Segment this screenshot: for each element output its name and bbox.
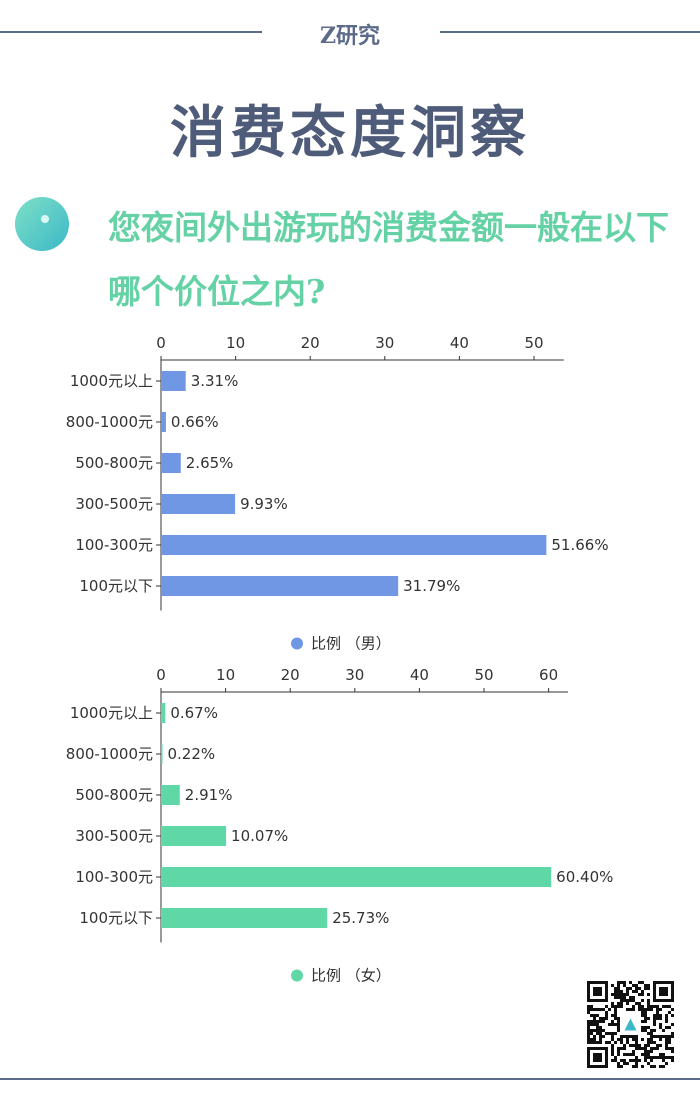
brand-label: Z研究	[319, 23, 381, 49]
data-label: 10.07%	[231, 827, 288, 845]
data-label: 0.66%	[171, 413, 219, 431]
x-tick-label: 0	[156, 666, 166, 684]
header-line-left	[0, 31, 262, 33]
category-label: 500-800元	[75, 454, 153, 472]
data-label: 51.66%	[551, 536, 608, 554]
x-tick-label: 40	[450, 334, 469, 352]
category-label: 100-300元	[75, 536, 153, 554]
category-label: 100-300元	[75, 868, 153, 886]
category-label: 800-1000元	[66, 413, 153, 431]
category-label: 500-800元	[75, 786, 153, 804]
x-tick-label: 50	[524, 334, 543, 352]
data-label: 9.93%	[240, 495, 288, 513]
legend-label: 比例 （女）	[311, 967, 391, 983]
bar	[161, 744, 163, 764]
category-label: 800-1000元	[66, 745, 153, 763]
x-tick-label: 50	[474, 666, 493, 684]
bar	[161, 576, 399, 596]
qr-code[interactable]	[587, 981, 674, 1068]
bar	[161, 908, 328, 928]
page-title: 消费态度洞察	[170, 100, 530, 166]
data-label: 0.67%	[170, 704, 218, 722]
data-label: 60.40%	[556, 868, 613, 886]
x-tick-label: 20	[281, 666, 300, 684]
legend-label: 比例 （男）	[311, 635, 391, 651]
category-label: 300-500元	[75, 495, 153, 513]
bar	[161, 785, 180, 805]
x-tick-label: 10	[216, 666, 235, 684]
legend-marker	[291, 637, 303, 650]
footer-line	[0, 1078, 700, 1080]
category-label: 100元以下	[79, 909, 153, 927]
bar	[161, 703, 166, 723]
x-tick-label: 30	[345, 666, 364, 684]
bar	[161, 535, 547, 555]
bar	[161, 867, 552, 887]
data-label: 31.79%	[403, 577, 460, 595]
data-label: 0.22%	[168, 745, 216, 763]
data-label: 25.73%	[332, 909, 389, 927]
data-label: 2.65%	[186, 454, 234, 472]
survey-question: 您夜间外出游玩的消费金额一般在以下哪个价位之内?	[108, 208, 669, 311]
category-label: 300-500元	[75, 827, 153, 845]
category-label: 1000元以上	[70, 372, 153, 390]
header-line-right	[440, 31, 700, 33]
x-tick-label: 40	[410, 666, 429, 684]
x-tick-label: 0	[156, 334, 166, 352]
legend-marker	[291, 969, 303, 982]
category-label: 1000元以上	[70, 704, 153, 722]
x-tick-label: 60	[539, 666, 558, 684]
bullet-circle-icon	[15, 197, 69, 251]
bar	[161, 453, 181, 473]
bar	[161, 494, 236, 514]
x-tick-label: 30	[375, 334, 394, 352]
data-label: 2.91%	[185, 786, 233, 804]
chart-male: 0 10 20 30 40 50 1000元以上 3.31% 800-1000元 0.66% 500…	[66, 334, 609, 651]
x-tick-label: 10	[226, 334, 245, 352]
bar	[161, 371, 186, 391]
data-label: 3.31%	[191, 372, 239, 390]
category-label: 100元以下	[79, 577, 153, 595]
x-tick-label: 20	[301, 334, 320, 352]
chart-female: 0 10 20 30 40 50 60 1000元以上 0.67% 800-1000元 0.22% 5…	[66, 666, 614, 983]
bar	[161, 826, 227, 846]
bar	[161, 412, 166, 432]
